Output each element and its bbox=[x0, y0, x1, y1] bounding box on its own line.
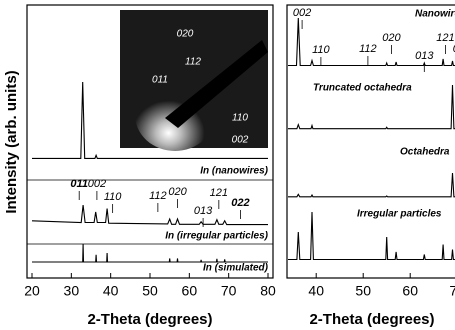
peak-label: 013 bbox=[194, 205, 213, 217]
inset bbox=[120, 10, 268, 151]
inset-label: 112 bbox=[185, 57, 201, 68]
series-label: In (simulated) bbox=[203, 263, 269, 274]
y-axis-title: Intensity (arb. units) bbox=[3, 70, 20, 213]
peak-label: 011 bbox=[70, 178, 88, 190]
x-tick-label: 60 bbox=[402, 283, 418, 299]
peak-label: 020 bbox=[382, 32, 401, 44]
x-tick-label: 80 bbox=[260, 283, 276, 299]
peak-label: 110 bbox=[312, 44, 330, 56]
x-tick-label: 70 bbox=[221, 283, 237, 299]
x-axis-title: 2-Theta (degrees) bbox=[309, 311, 434, 328]
peak-label: 112 bbox=[149, 190, 167, 202]
x-tick-label: 50 bbox=[142, 283, 158, 299]
x-tick-label: 70 bbox=[449, 283, 455, 299]
peak-label: 013 bbox=[415, 50, 434, 62]
inset-label: 110 bbox=[232, 113, 248, 124]
series-label: Nanowires bbox=[415, 9, 455, 20]
series-label: In (irregular particles) bbox=[165, 231, 268, 242]
x-tick-label: 30 bbox=[64, 283, 80, 299]
figure: 20 30 40 50 60 70 80 2-Theta (degrees) Intensity… bbox=[0, 0, 455, 330]
peak-label: 112 bbox=[359, 43, 377, 55]
x-tick-label: 50 bbox=[355, 283, 371, 299]
series-label: Irregular particles bbox=[357, 209, 442, 220]
x-tick-label: 20 bbox=[24, 283, 40, 299]
pattern-line bbox=[288, 173, 455, 197]
peak-label: 002 bbox=[293, 7, 311, 19]
series-label: Truncated octahedra bbox=[313, 83, 412, 94]
series-label: In (nanowires) bbox=[200, 166, 268, 177]
inset-label: 002 bbox=[232, 135, 249, 146]
peak-label: 020 bbox=[168, 186, 187, 198]
peak-label: 110 bbox=[104, 191, 122, 203]
x-tick-label: 40 bbox=[103, 283, 119, 299]
peak-label: 022 bbox=[231, 197, 249, 209]
peak-label: 002 bbox=[88, 178, 106, 190]
x-tick-label: 60 bbox=[182, 283, 198, 299]
inset-label: 011 bbox=[152, 75, 168, 86]
inset-label: 020 bbox=[177, 29, 194, 40]
pattern-line bbox=[32, 244, 268, 262]
peak-label: 121 bbox=[210, 187, 228, 199]
series-label: Octahedra bbox=[400, 147, 450, 158]
x-axis-title: 2-Theta (degrees) bbox=[87, 311, 212, 328]
x-tick-label: 40 bbox=[308, 283, 324, 299]
